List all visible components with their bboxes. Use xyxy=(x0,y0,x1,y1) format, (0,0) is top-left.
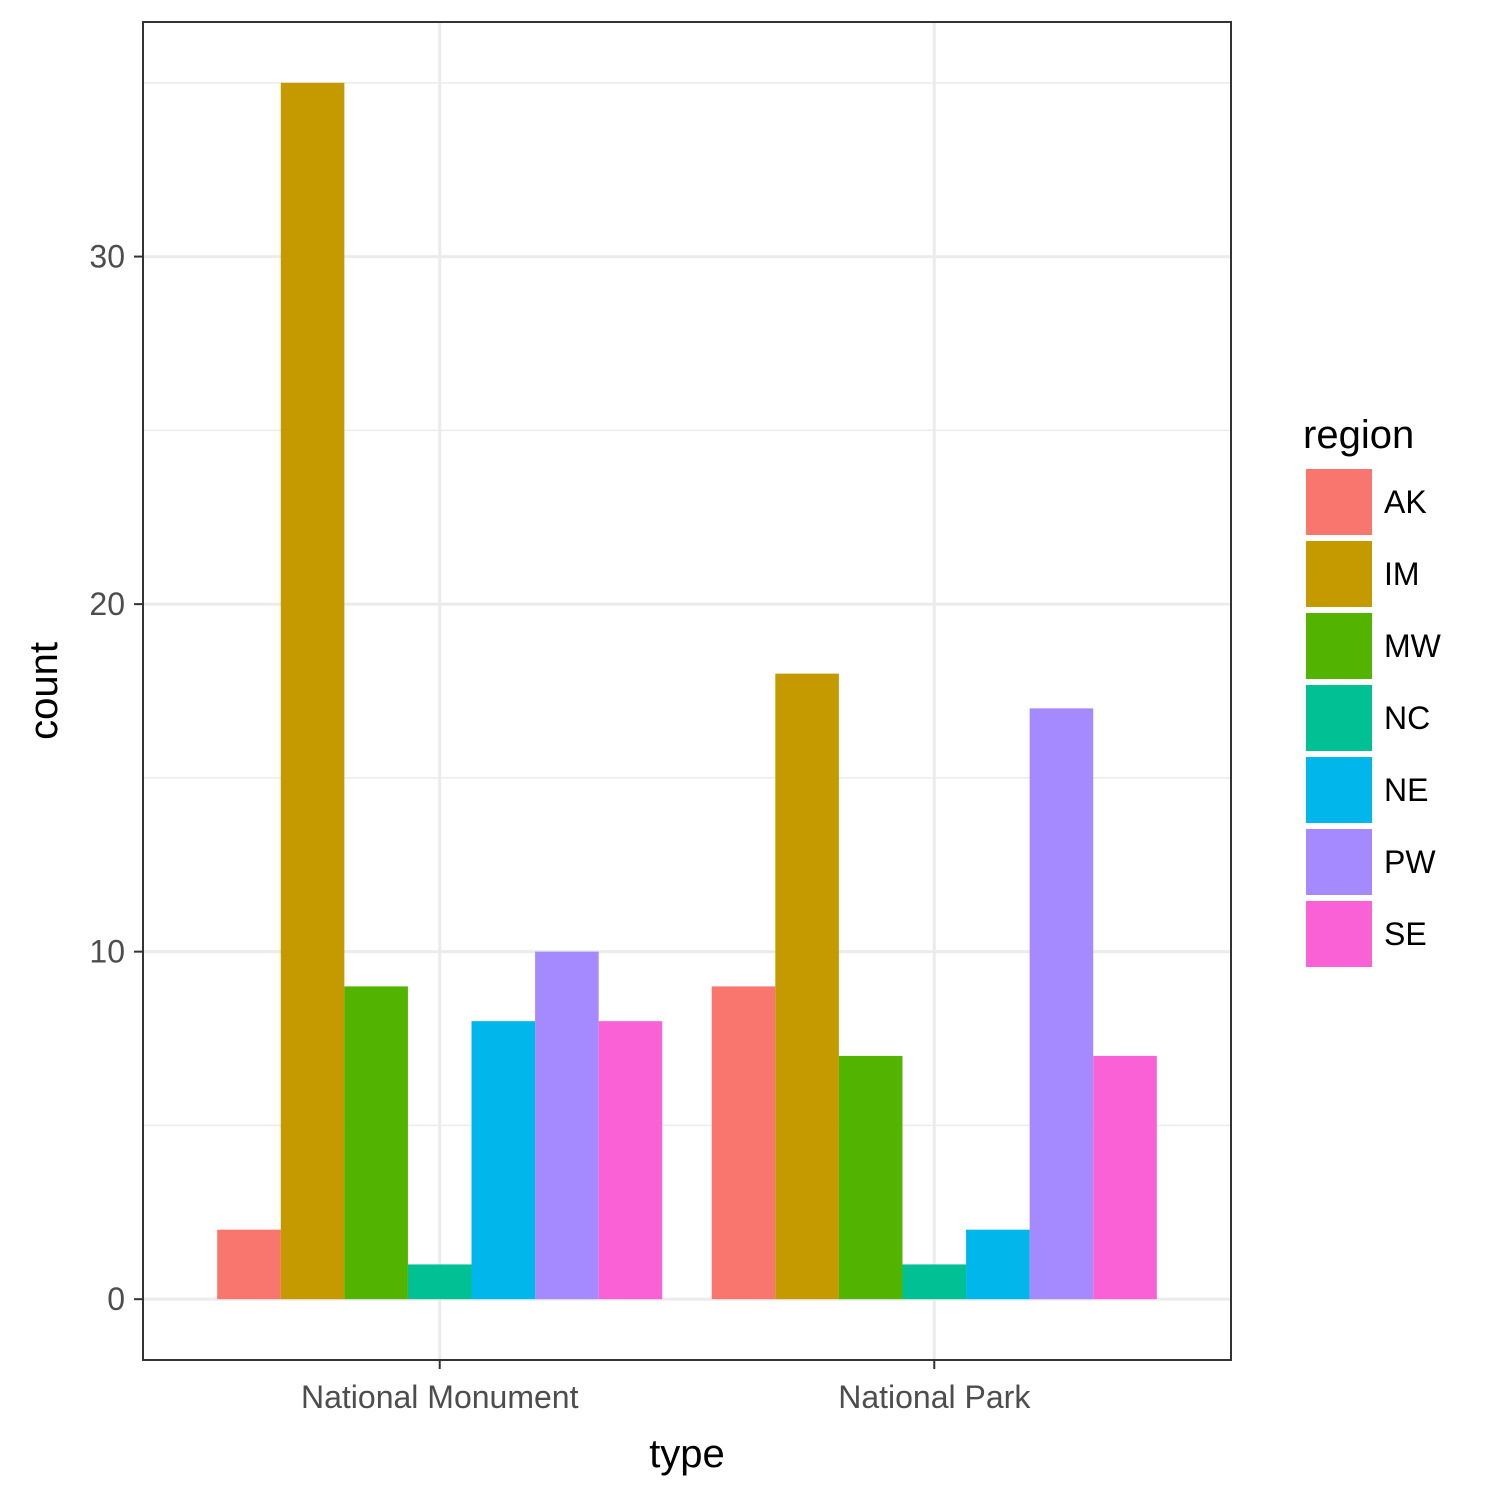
legend: region AK IM MW NC NE PW SE xyxy=(1303,413,1442,967)
legend-label-ak: AK xyxy=(1384,484,1427,520)
bar-ak-national-park xyxy=(711,986,776,1300)
y-axis-title: count xyxy=(22,642,66,740)
x-tick-label: National Park xyxy=(838,1379,1031,1415)
legend-key-mw xyxy=(1306,613,1372,679)
legend-key-nc xyxy=(1306,685,1372,751)
bar-mw-national-park xyxy=(838,1055,903,1300)
legend-label-ne: NE xyxy=(1384,772,1428,808)
panel-border xyxy=(142,21,1232,1361)
legend-key-ak xyxy=(1306,469,1372,535)
bar-pw-national-monument xyxy=(535,951,599,1300)
x-tick-label: National Monument xyxy=(301,1379,579,1415)
legend-key-im xyxy=(1306,541,1372,607)
bar-nc-national-monument xyxy=(407,1264,472,1300)
bar-ak-national-monument xyxy=(217,1229,281,1300)
bar-se-national-monument xyxy=(598,1021,663,1300)
bar-im-national-park xyxy=(775,673,839,1300)
legend-key-se xyxy=(1306,901,1372,967)
legend-label-se: SE xyxy=(1384,916,1427,952)
bar-im-national-monument xyxy=(280,82,345,1300)
legend-key-pw xyxy=(1306,829,1372,895)
y-tick-label: 10 xyxy=(89,934,125,970)
legend-label-im: IM xyxy=(1384,556,1420,592)
legend-label-nc: NC xyxy=(1384,700,1430,736)
y-tick-label: 20 xyxy=(89,586,125,622)
bar-pw-national-park xyxy=(1029,708,1094,1300)
legend-label-pw: PW xyxy=(1384,844,1436,880)
bars xyxy=(217,82,1157,1300)
bar-se-national-park xyxy=(1093,1055,1157,1300)
bar-nc-national-park xyxy=(902,1264,967,1300)
x-axis-title: type xyxy=(649,1432,725,1476)
bar-ne-national-monument xyxy=(471,1021,536,1300)
axes: 0 10 20 30 National Monument National Park xyxy=(89,239,1031,1415)
y-tick-label: 0 xyxy=(107,1281,125,1317)
bar-ne-national-park xyxy=(966,1229,1030,1300)
bar-mw-national-monument xyxy=(344,986,408,1300)
y-tick-label: 30 xyxy=(89,239,125,275)
legend-label-mw: MW xyxy=(1384,628,1442,664)
legend-title: region xyxy=(1303,413,1414,457)
legend-key-ne xyxy=(1306,757,1372,823)
